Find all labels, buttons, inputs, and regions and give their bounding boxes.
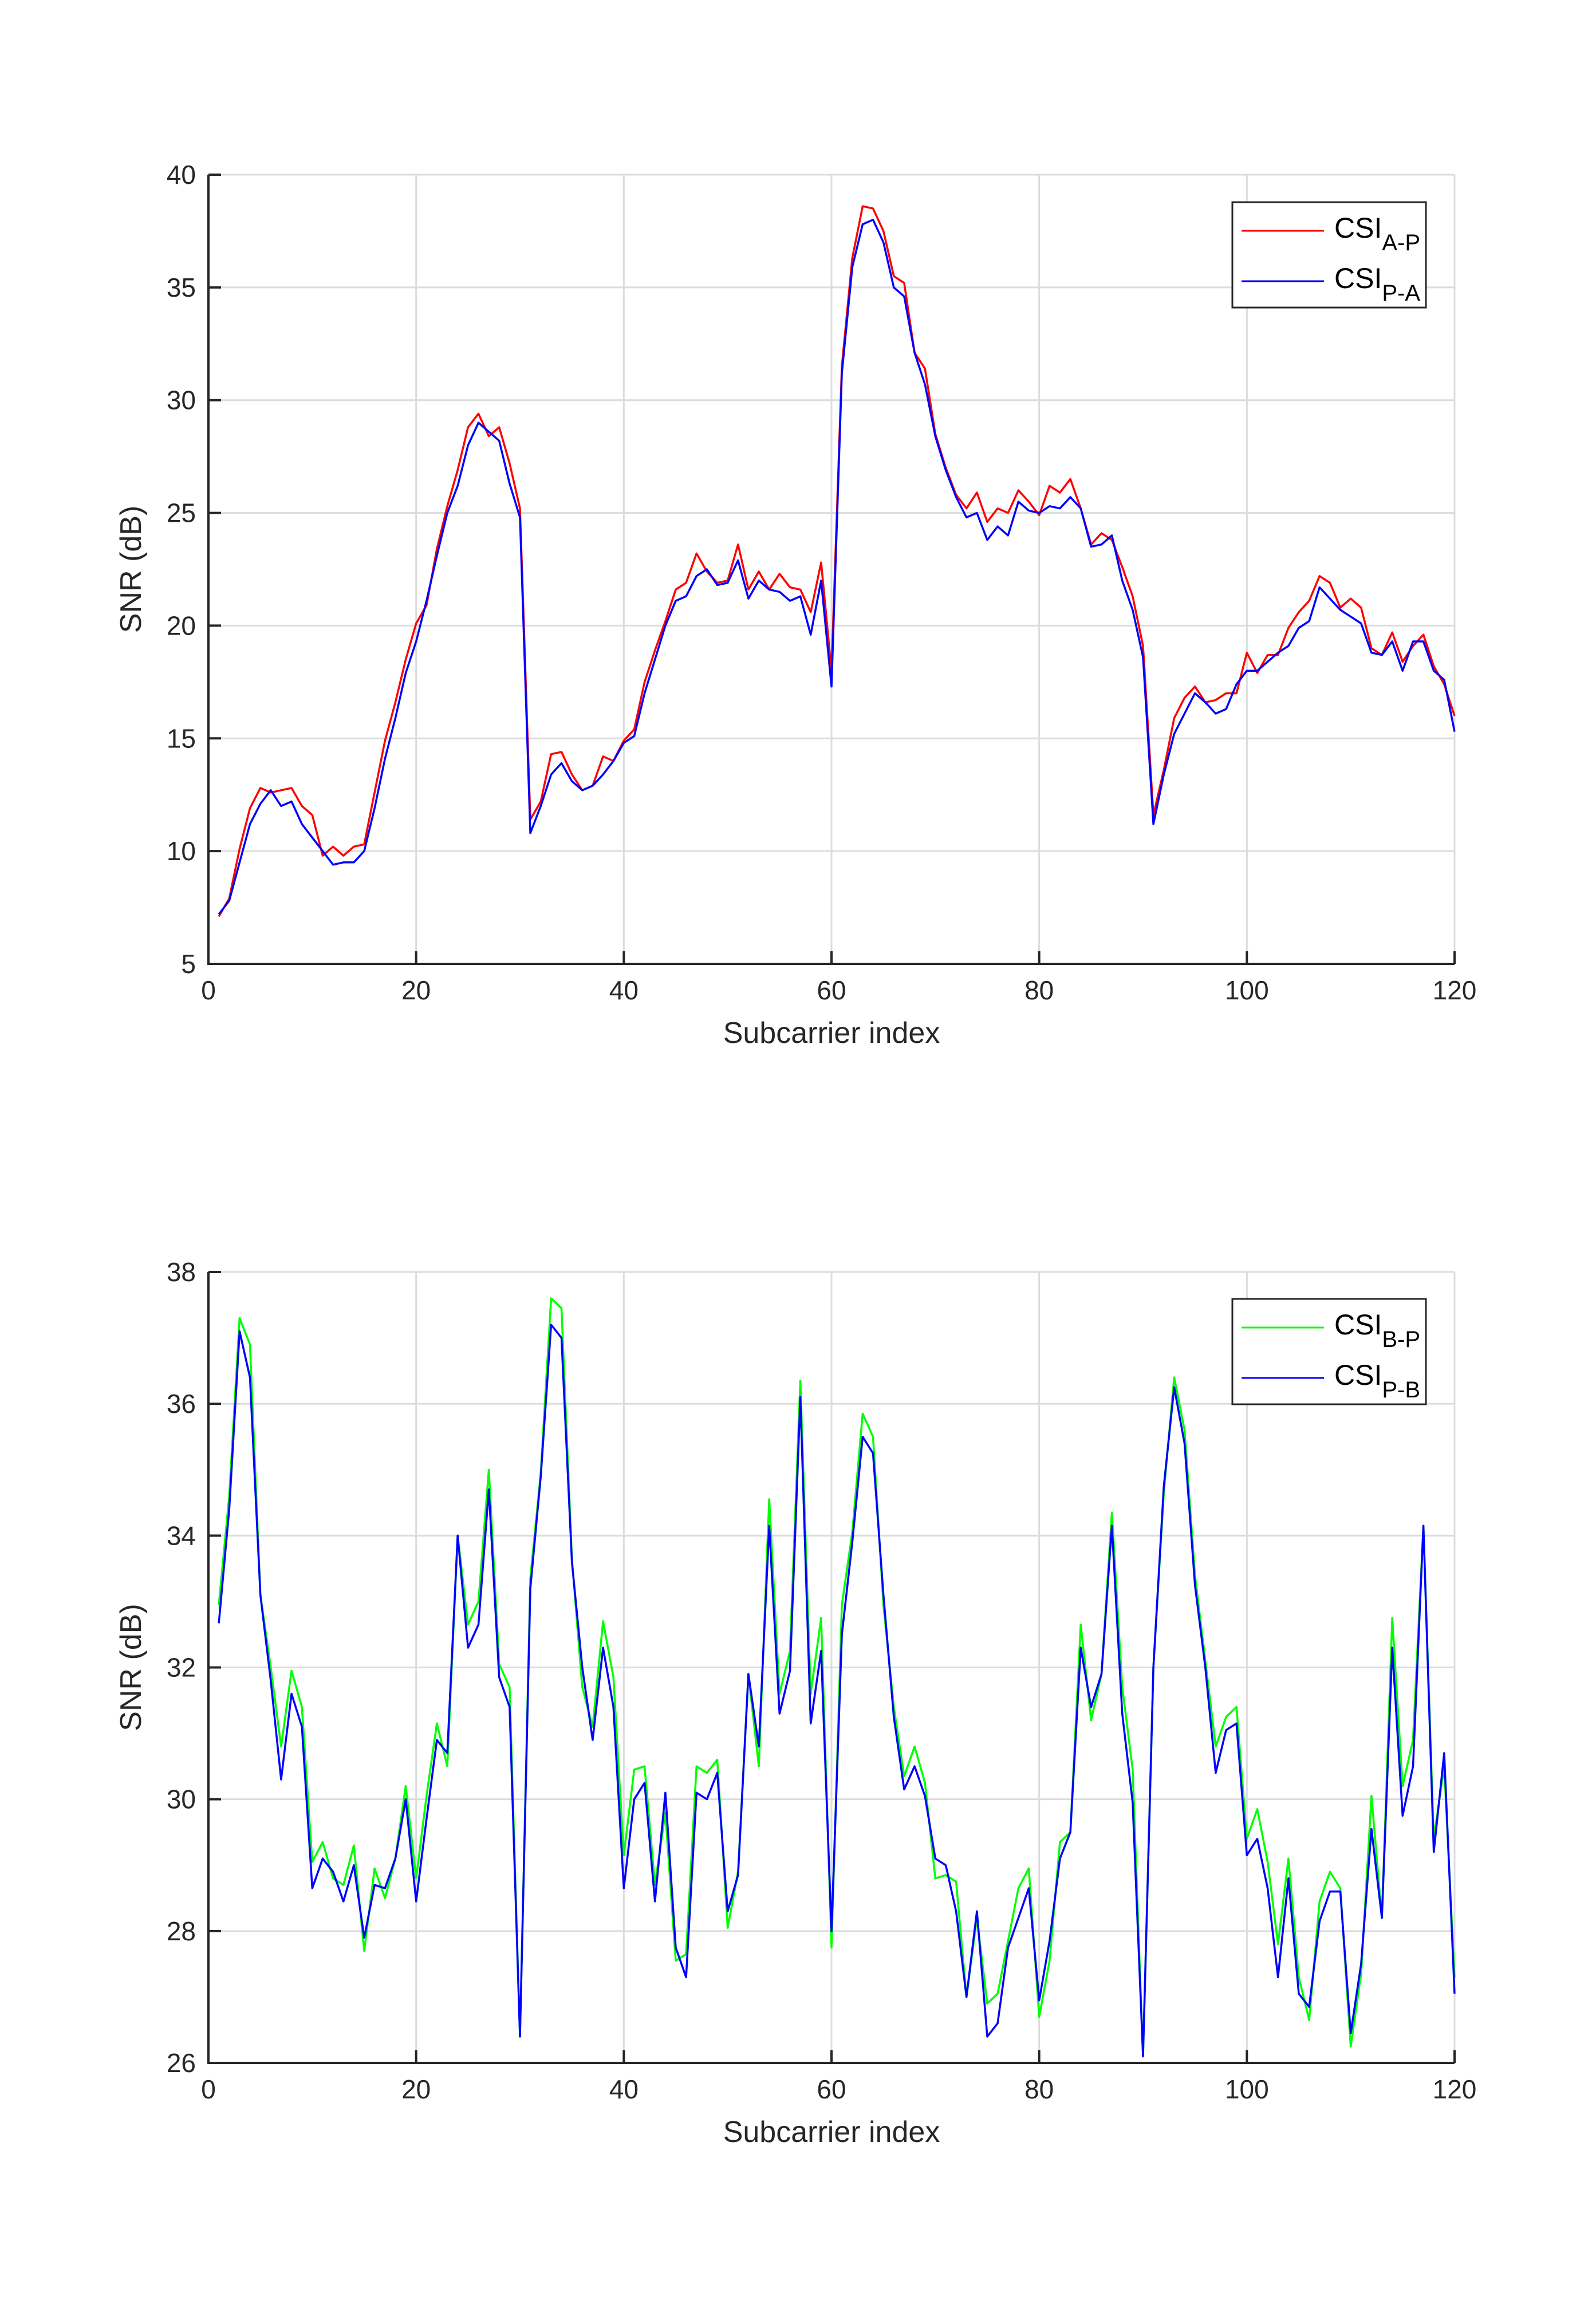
legend-box: [1231, 1298, 1427, 1405]
y-axis-label: SNR (dB): [115, 1604, 148, 1731]
x-tick-label: 60: [817, 2074, 846, 2104]
legend-box: [1231, 201, 1427, 309]
x-tick-label: 80: [1024, 2074, 1054, 2104]
x-tick-label: 100: [1225, 975, 1269, 1005]
y-tick-label: 40: [167, 160, 196, 190]
x-tick-label: 80: [1024, 975, 1054, 1005]
y-axis-label: SNR (dB): [115, 506, 148, 633]
y-tick-label: 35: [167, 273, 196, 302]
x-tick-label: 60: [817, 975, 846, 1005]
y-tick-label: 25: [167, 498, 196, 528]
snr-plot-a-p: 0 20 40 60 80 100 120 5 10 15 20 25 30 35 40 Subcarrier…: [115, 160, 1476, 1050]
x-tick-label: 0: [201, 2074, 216, 2104]
y-tick-label: 5: [181, 949, 196, 979]
x-tick-label: 40: [609, 975, 639, 1005]
y-tick-label: 26: [167, 2048, 196, 2078]
snr-plot-b-p: 0 20 40 60 80 100 120 26 28 30 32 34 36 38 Subcarrier …: [115, 1257, 1476, 2149]
x-tick-label: 120: [1433, 2074, 1477, 2104]
x-axis-label: Subcarrier index: [723, 2116, 940, 2149]
legend-entry: CSIP-A: [1334, 262, 1420, 306]
axes-frame: [207, 175, 1455, 965]
axes-frame: [207, 1272, 1455, 2064]
x-tick-label: 40: [609, 2074, 639, 2104]
legend-label-subscript: A-P: [1382, 230, 1420, 255]
y-tick-label: 28: [167, 1916, 196, 1946]
x-tick-label: 20: [401, 2074, 431, 2104]
x-tick-label: 120: [1433, 975, 1477, 1005]
legend-entry: CSIA-P: [1334, 212, 1420, 255]
legend-label-base: CSI: [1334, 1359, 1382, 1391]
legend-label-base: CSI: [1334, 212, 1382, 244]
legend-label-subscript: B-P: [1382, 1327, 1420, 1352]
x-tick-label: 0: [201, 975, 216, 1005]
legend-entry: CSIP-B: [1334, 1359, 1420, 1403]
x-axis-label: Subcarrier index: [723, 1017, 940, 1050]
legend-label-subscript: P-B: [1382, 1377, 1420, 1403]
y-tick-label: 15: [167, 723, 196, 753]
x-tick-label: 20: [401, 975, 431, 1005]
y-tick-label: 34: [167, 1521, 196, 1550]
y-tick-label: 10: [167, 836, 196, 866]
y-tick-label: 20: [167, 611, 196, 640]
y-tick-label: 38: [167, 1257, 196, 1287]
legend-entry: CSIB-P: [1334, 1309, 1420, 1352]
x-tick-label: 100: [1225, 2074, 1269, 2104]
y-tick-label: 30: [167, 385, 196, 415]
legend-label-base: CSI: [1334, 1309, 1382, 1341]
y-tick-label: 30: [167, 1785, 196, 1814]
series-line-p-b: [218, 1324, 1456, 2058]
legend-label-subscript: P-A: [1382, 281, 1420, 306]
series-line-p-a: [218, 218, 1456, 915]
y-tick-label: 36: [167, 1389, 196, 1419]
y-tick-label: 32: [167, 1653, 196, 1683]
legend-label-base: CSI: [1334, 262, 1382, 294]
